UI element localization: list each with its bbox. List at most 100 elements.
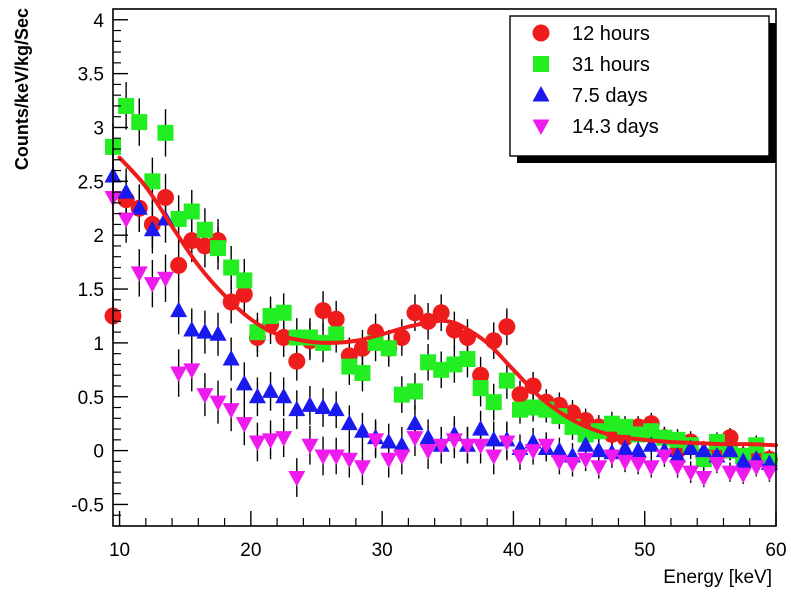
x-axis-title: Energy [keV]: [663, 567, 772, 588]
data-point-series-2-point-10: [223, 259, 240, 276]
x-tick-label-6: 60: [765, 540, 786, 561]
data-point-series-1-point-32: [511, 386, 529, 404]
data-point-series-3-point-48: [721, 441, 739, 458]
data-point-series-3-point-12: [248, 387, 266, 404]
data-point-series-3-point-41: [629, 441, 647, 458]
data-point-series-1-point-33: [524, 377, 542, 395]
data-point-series-1-point-11: [235, 285, 253, 303]
data-point-series-4-point-21: [367, 433, 385, 449]
data-point-series-3-point-15: [288, 400, 306, 417]
data-point-series-2-point-31: [498, 372, 515, 389]
data-point-series-4-point-42: [642, 460, 660, 476]
data-point-series-2-point-32: [511, 401, 528, 418]
data-point-series-2-point-27: [446, 356, 463, 373]
data-point-series-2-point-40: [617, 418, 634, 435]
data-point-series-3-point-18: [327, 400, 345, 417]
data-point-series-4-point-43: [655, 449, 673, 465]
data-point-series-4-point-26: [432, 438, 450, 455]
data-point-series-1-point-15: [288, 352, 306, 370]
data-point-series-4-point-12: [248, 435, 266, 451]
data-point-series-1-point-48: [721, 429, 739, 447]
data-point-series-4-point-14: [275, 431, 293, 447]
x-tick-label-1: 10: [109, 540, 130, 561]
data-point-series-4-point-45: [682, 465, 700, 482]
data-point-series-3-point-4: [143, 220, 161, 237]
legend-box: [509, 15, 770, 157]
y-tick-label-4: 1: [93, 334, 104, 355]
y-axis-title: Counts/keV/kg/Sec: [12, 8, 32, 170]
data-point-series-4-point-15: [288, 471, 306, 487]
data-points: [104, 97, 778, 487]
data-point-series-3-point-7: [183, 320, 201, 337]
y-tick-label-3: 0.5: [78, 388, 104, 409]
data-point-series-3-point-3: [130, 199, 148, 215]
data-point-series-4-point-19: [340, 452, 358, 469]
data-point-series-1-point-17: [314, 302, 332, 320]
data-point-series-3-point-10: [222, 350, 240, 366]
data-point-series-2-point-42: [643, 423, 660, 440]
data-point-series-4-point-27: [445, 433, 463, 449]
data-point-series-1-point-29: [472, 366, 490, 384]
data-point-series-1-point-31: [498, 318, 516, 336]
x-tick-label-5: 50: [634, 540, 655, 561]
data-point-series-4-point-49: [734, 467, 752, 484]
data-point-series-4-point-7: [183, 363, 201, 379]
data-point-series-3-point-11: [235, 374, 253, 391]
data-point-series-4-point-33: [524, 444, 542, 460]
data-point-series-2-point-39: [603, 415, 620, 432]
data-point-series-2-point-3: [131, 114, 148, 131]
data-point-series-4-point-4: [143, 277, 161, 293]
data-point-series-4-point-16: [301, 438, 319, 455]
data-point-series-4-point-29: [472, 438, 490, 455]
data-point-series-2-point-20: [354, 365, 371, 382]
data-point-series-3-point-22: [380, 432, 398, 449]
data-point-series-3-point-40: [616, 439, 634, 455]
data-point-series-2-point-6: [170, 211, 187, 228]
data-point-series-4-point-47: [708, 457, 726, 473]
legend-label-3: 7.5 days: [572, 85, 648, 107]
fit-curve: [117, 155, 778, 448]
y-tick-label-10: 4: [93, 11, 104, 32]
data-point-series-4-point-31: [498, 435, 516, 451]
data-point-series-4-point-13: [262, 433, 280, 449]
y-tick-label-6: 2: [93, 226, 104, 247]
data-point-series-4-point-41: [629, 457, 647, 473]
axes: 10 20 30 40 50 60 -0.5 0 0.5 1 1.5 2 2.5 3 3.5 4: [71, 11, 786, 561]
data-point-series-2-point-8: [196, 221, 213, 238]
data-point-series-4-point-32: [511, 449, 529, 465]
data-point-series-2-point-2: [118, 97, 135, 114]
data-point-series-3-point-44: [669, 446, 687, 463]
data-point-series-2-point-35: [551, 408, 568, 425]
data-point-series-4-point-6: [170, 366, 188, 383]
data-point-series-3-point-14: [275, 387, 293, 404]
data-point-series-4-point-5: [157, 271, 175, 288]
data-point-series-3-point-2: [117, 183, 135, 199]
legend-label-2: 31 hours: [572, 54, 650, 76]
fit-curve-layer: [117, 155, 778, 448]
legend-marker-2: [533, 56, 549, 72]
data-point-series-4-point-17: [314, 449, 332, 465]
data-point-series-4-point-10: [222, 403, 240, 419]
data-point-series-2-point-26: [433, 361, 450, 378]
x-tick-label-3: 30: [372, 540, 393, 561]
data-point-series-3-point-37: [577, 436, 595, 452]
data-point-series-4-point-34: [537, 438, 555, 455]
data-point-series-4-point-35: [550, 454, 568, 471]
data-point-series-2-point-19: [341, 358, 358, 375]
data-point-series-4-point-39: [603, 449, 621, 465]
data-point-series-3-point-29: [472, 420, 490, 436]
legend: 12 hours 31 hours 7.5 days 14.3 days: [509, 15, 776, 163]
data-point-series-3-point-6: [170, 301, 188, 318]
legend-label-1: 12 hours: [572, 23, 650, 45]
data-point-series-1-point-26: [432, 304, 450, 322]
data-point-series-4-point-37: [577, 452, 595, 469]
data-point-series-2-point-29: [472, 380, 489, 397]
data-point-series-3-point-9: [209, 325, 227, 341]
data-point-series-3-point-35: [550, 441, 568, 458]
data-point-series-4-point-24: [406, 431, 424, 447]
data-point-series-4-point-28: [458, 438, 476, 455]
data-point-series-3-point-42: [642, 436, 660, 452]
data-point-series-2-point-22: [380, 340, 397, 357]
data-point-series-3-point-49: [734, 452, 752, 468]
legend-marker-4: [532, 119, 550, 135]
